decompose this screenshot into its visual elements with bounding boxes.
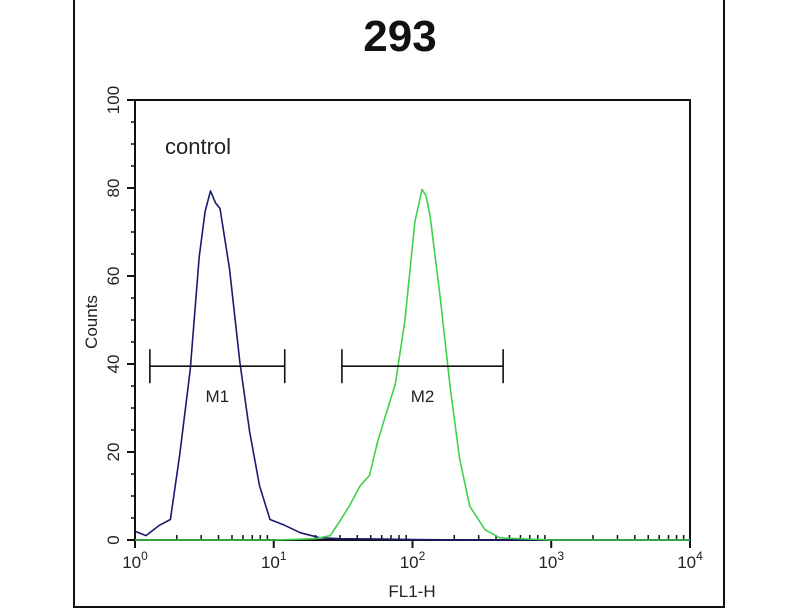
x-tick-exponent: 4 bbox=[696, 549, 703, 563]
control-annotation: control bbox=[165, 134, 231, 159]
x-tick-label: 104 bbox=[677, 549, 703, 572]
x-tick-base: 10 bbox=[677, 553, 696, 572]
x-tick-base: 10 bbox=[538, 553, 557, 572]
x-tick-base: 10 bbox=[400, 553, 419, 572]
histogram-series-2 bbox=[135, 188, 690, 541]
x-tick-exponent: 3 bbox=[557, 549, 564, 563]
x-tick-label: 103 bbox=[538, 549, 564, 572]
y-tick-label: 60 bbox=[104, 267, 123, 286]
x-tick-label: 100 bbox=[122, 549, 148, 572]
y-tick-label: 40 bbox=[104, 355, 123, 374]
y-tick-label: 0 bbox=[104, 535, 123, 544]
x-tick-label: 102 bbox=[400, 549, 426, 572]
y-tick-label: 100 bbox=[104, 86, 123, 114]
y-axis-label: Counts bbox=[82, 295, 101, 349]
marker-label: M2 bbox=[411, 387, 435, 406]
x-tick-exponent: 1 bbox=[280, 549, 287, 563]
x-tick-base: 10 bbox=[261, 553, 280, 572]
chart-title: 293 bbox=[363, 12, 437, 61]
x-tick-label: 101 bbox=[261, 549, 287, 572]
x-tick-base: 10 bbox=[122, 553, 141, 572]
x-tick-exponent: 2 bbox=[419, 549, 426, 563]
marker-label: M1 bbox=[205, 387, 229, 406]
plot-area bbox=[134, 99, 691, 541]
x-axis-label: FL1-H bbox=[388, 582, 435, 600]
y-tick-label: 20 bbox=[104, 443, 123, 462]
histogram-series-1 bbox=[134, 190, 690, 541]
y-tick-label: 80 bbox=[104, 179, 123, 198]
x-tick-exponent: 0 bbox=[141, 549, 148, 563]
